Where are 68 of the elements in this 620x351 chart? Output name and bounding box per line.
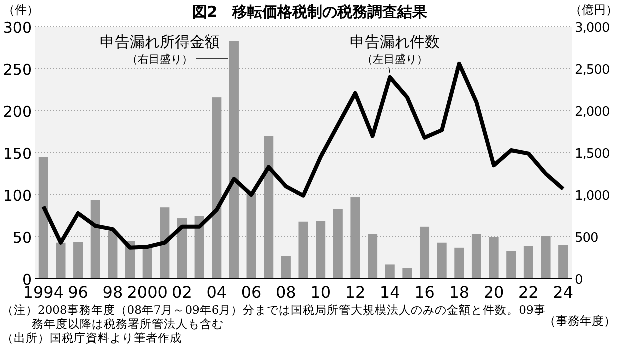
bar	[246, 193, 256, 279]
x-tick-label: 22	[518, 283, 539, 302]
bar	[437, 242, 447, 279]
y2-axis-title: （億円）	[570, 3, 618, 17]
y2-tick-label: 1,500	[575, 147, 610, 162]
x-tick-label: 14	[380, 283, 400, 302]
bar	[281, 256, 291, 279]
x-tick-label: 10	[310, 283, 331, 302]
y-tick-label: 150	[3, 145, 32, 163]
bar	[420, 226, 430, 279]
y2-tick-label: 500	[575, 231, 599, 246]
y-tick-label: 50	[12, 229, 32, 247]
y2-tick-label: 2,500	[575, 63, 610, 78]
bar	[177, 218, 188, 279]
y-tick-label: 100	[3, 187, 32, 205]
bar	[108, 231, 118, 279]
x-tick-label: 96	[68, 283, 88, 302]
bar	[541, 236, 551, 279]
y-tick-label: 300	[3, 19, 32, 37]
x-tick-label: 08	[276, 283, 296, 302]
y-tick-label: 250	[3, 61, 32, 79]
chart-title: 図2 移転価格税制の税務調査結果	[192, 3, 429, 21]
series-label: 申告漏れ件数	[350, 33, 440, 51]
bar	[558, 245, 568, 279]
x-tick-label: 12	[345, 283, 366, 302]
annotation: （左目盛り）	[362, 53, 428, 66]
x-tick-label: 02	[172, 283, 192, 302]
y2-tick-label: 2,000	[575, 105, 610, 120]
bar	[402, 268, 412, 279]
bar	[472, 234, 482, 279]
x-tick-label: 98	[102, 283, 124, 302]
bar	[74, 242, 84, 279]
x-tick-label: 06	[241, 283, 262, 302]
bar	[142, 246, 152, 279]
series-label: 申告漏れ所得金額	[100, 33, 220, 51]
bar	[316, 221, 326, 279]
bar	[350, 198, 360, 279]
bar	[368, 234, 378, 279]
y2-tick-label: 0	[575, 273, 583, 288]
bar	[160, 208, 170, 279]
x-tick-label: 20	[484, 283, 504, 302]
bar	[229, 41, 239, 279]
x-tick-label: 04	[206, 283, 228, 302]
text: （出所）国税庁資料より筆者作成	[2, 331, 183, 345]
bar	[38, 157, 48, 279]
x-axis-title: （事務年度）	[544, 314, 616, 328]
y2-tick-label: 3,000	[575, 21, 610, 36]
bar	[506, 251, 516, 279]
y2-tick-label: 1,000	[575, 189, 610, 204]
y-axis-title: （件）	[3, 3, 39, 17]
x-tick-label: 18	[449, 283, 470, 302]
bar	[212, 98, 222, 279]
bar	[194, 216, 204, 279]
bar	[524, 246, 534, 279]
annotation: （右目盛り）	[127, 53, 193, 66]
bar	[333, 209, 343, 279]
bar	[90, 200, 100, 279]
text: （注）2008事務年度（08年7月～09年6月）分までは国税局所管大規模法人のみの金額と件数。09事務年度以降は税務署所管法人も含む	[2, 303, 547, 331]
y-tick-label: 200	[3, 103, 32, 121]
x-tick-label: 16	[414, 283, 435, 302]
bar	[264, 136, 274, 279]
bar	[298, 222, 308, 279]
x-tick-label: 2000	[127, 283, 168, 302]
bar	[385, 264, 395, 279]
bar	[454, 248, 464, 279]
x-tick-label: 24	[553, 283, 574, 302]
bar	[489, 237, 499, 279]
bar	[56, 242, 66, 279]
